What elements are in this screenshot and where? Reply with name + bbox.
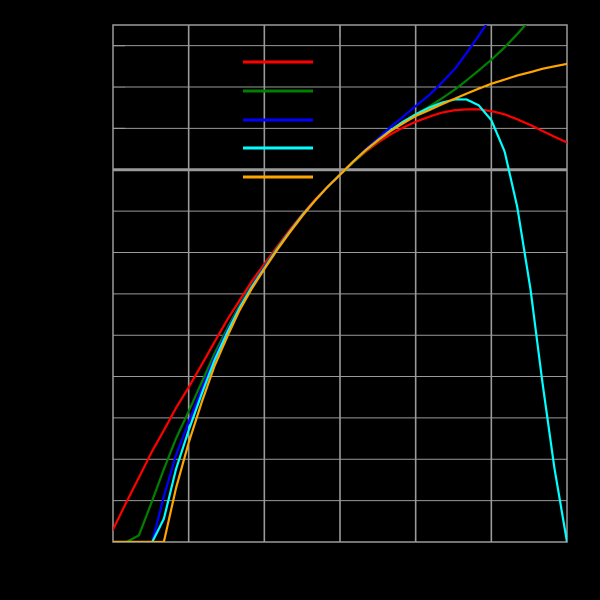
plot-border: [112, 24, 568, 543]
axis-tick-marks: [113, 25, 341, 129]
data-series-group: [113, 25, 567, 542]
series-line-series-5: [113, 62, 567, 542]
plot-frame: [112, 24, 568, 543]
horizontal-gridlines: [113, 45, 567, 502]
chart-legend[interactable]: [243, 60, 313, 179]
